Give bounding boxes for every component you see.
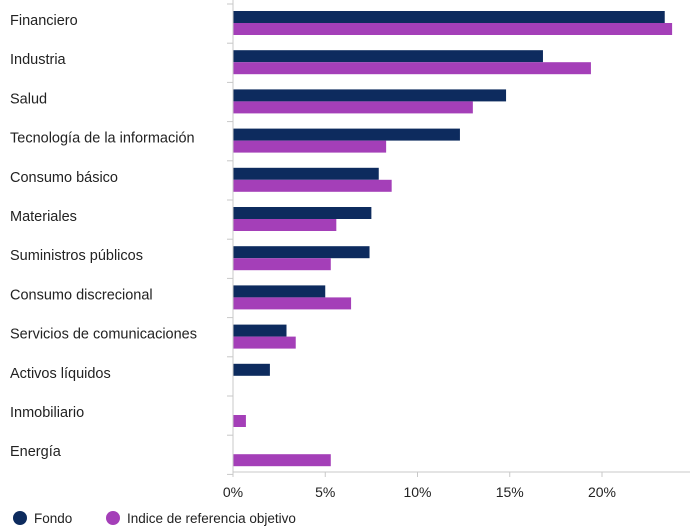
category-label: Activos líquidos bbox=[10, 366, 111, 382]
legend-label: Fondo bbox=[34, 511, 72, 526]
bar-fondo bbox=[233, 325, 287, 337]
category-label: Salud bbox=[10, 91, 47, 107]
category-labels: Financiero Industria Salud Tecnología de la… bbox=[10, 13, 197, 460]
legend-marker bbox=[106, 511, 120, 525]
legend-item: Indice de referencia objetivo bbox=[106, 511, 296, 526]
legend-marker bbox=[13, 511, 27, 525]
bar-indice bbox=[233, 219, 336, 231]
category-label: Financiero bbox=[10, 13, 78, 29]
category-label: Inmobiliario bbox=[10, 405, 84, 421]
bar-indice bbox=[233, 101, 473, 113]
category-label: Suministros públicos bbox=[10, 248, 143, 264]
bar-fondo bbox=[233, 50, 543, 62]
x-tick-label: 5% bbox=[315, 484, 335, 500]
bar-fondo bbox=[233, 364, 270, 376]
bar-fondo bbox=[233, 11, 665, 23]
category-ticks bbox=[227, 4, 233, 474]
legend: Fondo Indice de referencia objetivo bbox=[13, 511, 296, 526]
bar-indice bbox=[233, 258, 331, 270]
bar-indice bbox=[233, 337, 296, 349]
bar-fondo bbox=[233, 285, 325, 297]
bar-indice bbox=[233, 180, 392, 192]
bars bbox=[233, 11, 672, 466]
bar-fondo bbox=[233, 168, 379, 180]
bar-indice bbox=[233, 141, 386, 153]
x-tick-label: 20% bbox=[588, 484, 616, 500]
legend-label: Indice de referencia objetivo bbox=[127, 511, 296, 526]
category-label: Servicios de comunicaciones bbox=[10, 327, 197, 343]
category-label: Materiales bbox=[10, 209, 77, 225]
bar-fondo bbox=[233, 129, 460, 141]
bar-fondo bbox=[233, 246, 370, 258]
category-label: Consumo básico bbox=[10, 170, 118, 186]
category-label: Energía bbox=[10, 444, 62, 460]
x-tick-label: 0% bbox=[223, 484, 243, 500]
x-tick-label: 15% bbox=[496, 484, 524, 500]
category-label: Consumo discrecional bbox=[10, 287, 153, 303]
bar-indice bbox=[233, 454, 331, 466]
category-label: Industria bbox=[10, 52, 67, 68]
x-axis-ticks: 0% 5% 10% 15% 20% bbox=[223, 472, 616, 500]
bar-indice bbox=[233, 415, 246, 427]
x-tick-label: 10% bbox=[403, 484, 431, 500]
legend-item: Fondo bbox=[13, 511, 72, 526]
bar-fondo bbox=[233, 89, 506, 101]
bar-indice bbox=[233, 23, 672, 35]
bar-fondo bbox=[233, 207, 371, 219]
category-label: Tecnología de la información bbox=[10, 131, 195, 147]
bar-indice bbox=[233, 62, 591, 74]
bar-indice bbox=[233, 297, 351, 309]
